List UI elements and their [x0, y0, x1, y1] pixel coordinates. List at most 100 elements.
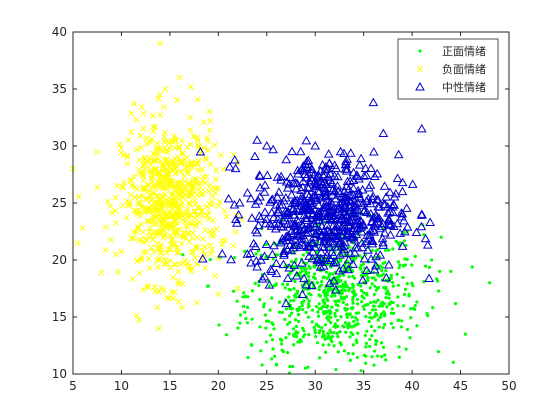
data-point [358, 198, 369, 207]
data-point [174, 244, 181, 251]
data-point [241, 304, 246, 308]
data-point [348, 286, 352, 290]
data-point [145, 218, 152, 225]
data-point [289, 221, 300, 231]
data-point [376, 354, 380, 358]
data-point [375, 313, 379, 317]
data-point [300, 304, 304, 308]
data-point [366, 225, 376, 235]
x-tick-label: 30 [308, 379, 323, 393]
data-point [390, 307, 394, 311]
data-point [150, 128, 157, 135]
data-point [313, 272, 317, 276]
data-point [449, 269, 453, 273]
y-tick-label: 25 [52, 196, 67, 210]
data-point [364, 314, 368, 319]
data-point [161, 144, 168, 151]
data-point [303, 227, 314, 236]
data-point [161, 184, 168, 191]
data-point [167, 257, 174, 264]
data-point [150, 123, 157, 130]
data-point [289, 299, 293, 303]
data-point [167, 246, 174, 253]
data-point [342, 176, 353, 186]
legend-label: 中性情绪 [442, 80, 486, 94]
data-point [288, 364, 292, 369]
data-point [279, 342, 284, 346]
data-point [194, 160, 201, 167]
data-point [295, 290, 299, 294]
data-point [389, 311, 393, 315]
data-point [333, 294, 337, 298]
data-point [282, 273, 293, 282]
data-point [235, 299, 239, 303]
data-point [276, 253, 280, 257]
data-point [316, 229, 327, 239]
data-point [351, 301, 355, 305]
data-point [158, 196, 165, 203]
data-point [180, 150, 187, 157]
data-point [333, 230, 343, 240]
data-point [207, 242, 214, 249]
data-point [438, 269, 442, 273]
data-point [318, 236, 329, 245]
data-point [346, 268, 351, 272]
data-point [400, 319, 404, 323]
data-point [342, 230, 352, 240]
data-point [273, 207, 283, 217]
data-point [360, 300, 364, 304]
data-point [317, 221, 327, 230]
data-point [371, 251, 382, 261]
data-point [162, 86, 168, 92]
data-point [409, 307, 413, 311]
data-point [174, 249, 180, 256]
data-point [383, 260, 394, 269]
data-point [396, 283, 400, 287]
data-point [329, 315, 333, 319]
data-point [207, 161, 214, 168]
data-point [272, 327, 276, 331]
data-point [135, 225, 142, 232]
data-point [276, 175, 286, 184]
data-point [258, 325, 262, 329]
data-point [149, 172, 155, 179]
data-point [292, 229, 303, 238]
data-point [368, 191, 378, 200]
data-point [354, 219, 365, 229]
data-point [128, 235, 135, 242]
data-point [382, 302, 386, 306]
data-point [243, 249, 247, 253]
data-point [308, 189, 319, 199]
data-point [321, 309, 326, 314]
data-point [341, 210, 352, 220]
data-point [351, 274, 355, 278]
data-point [453, 302, 458, 306]
data-point [354, 292, 358, 297]
data-point [250, 289, 255, 293]
data-point [194, 96, 201, 103]
data-point [288, 320, 292, 324]
data-point [245, 321, 249, 325]
data-point [329, 294, 334, 298]
data-point [353, 185, 364, 195]
data-point [128, 128, 135, 135]
data-point [159, 205, 166, 212]
data-point [233, 209, 244, 219]
data-point [413, 254, 417, 258]
data-point [319, 233, 330, 243]
data-point [345, 315, 349, 320]
data-point [334, 324, 338, 329]
data-point [354, 311, 358, 315]
data-point [292, 224, 302, 234]
data-point [389, 321, 393, 326]
data-point [212, 176, 219, 183]
data-point [383, 248, 388, 252]
data-point [351, 284, 356, 288]
data-point [167, 232, 174, 239]
data-point [413, 303, 417, 308]
data-point [325, 290, 330, 294]
data-point [357, 275, 368, 284]
data-point [321, 232, 332, 242]
legend-box [397, 38, 499, 100]
data-point [303, 222, 314, 232]
